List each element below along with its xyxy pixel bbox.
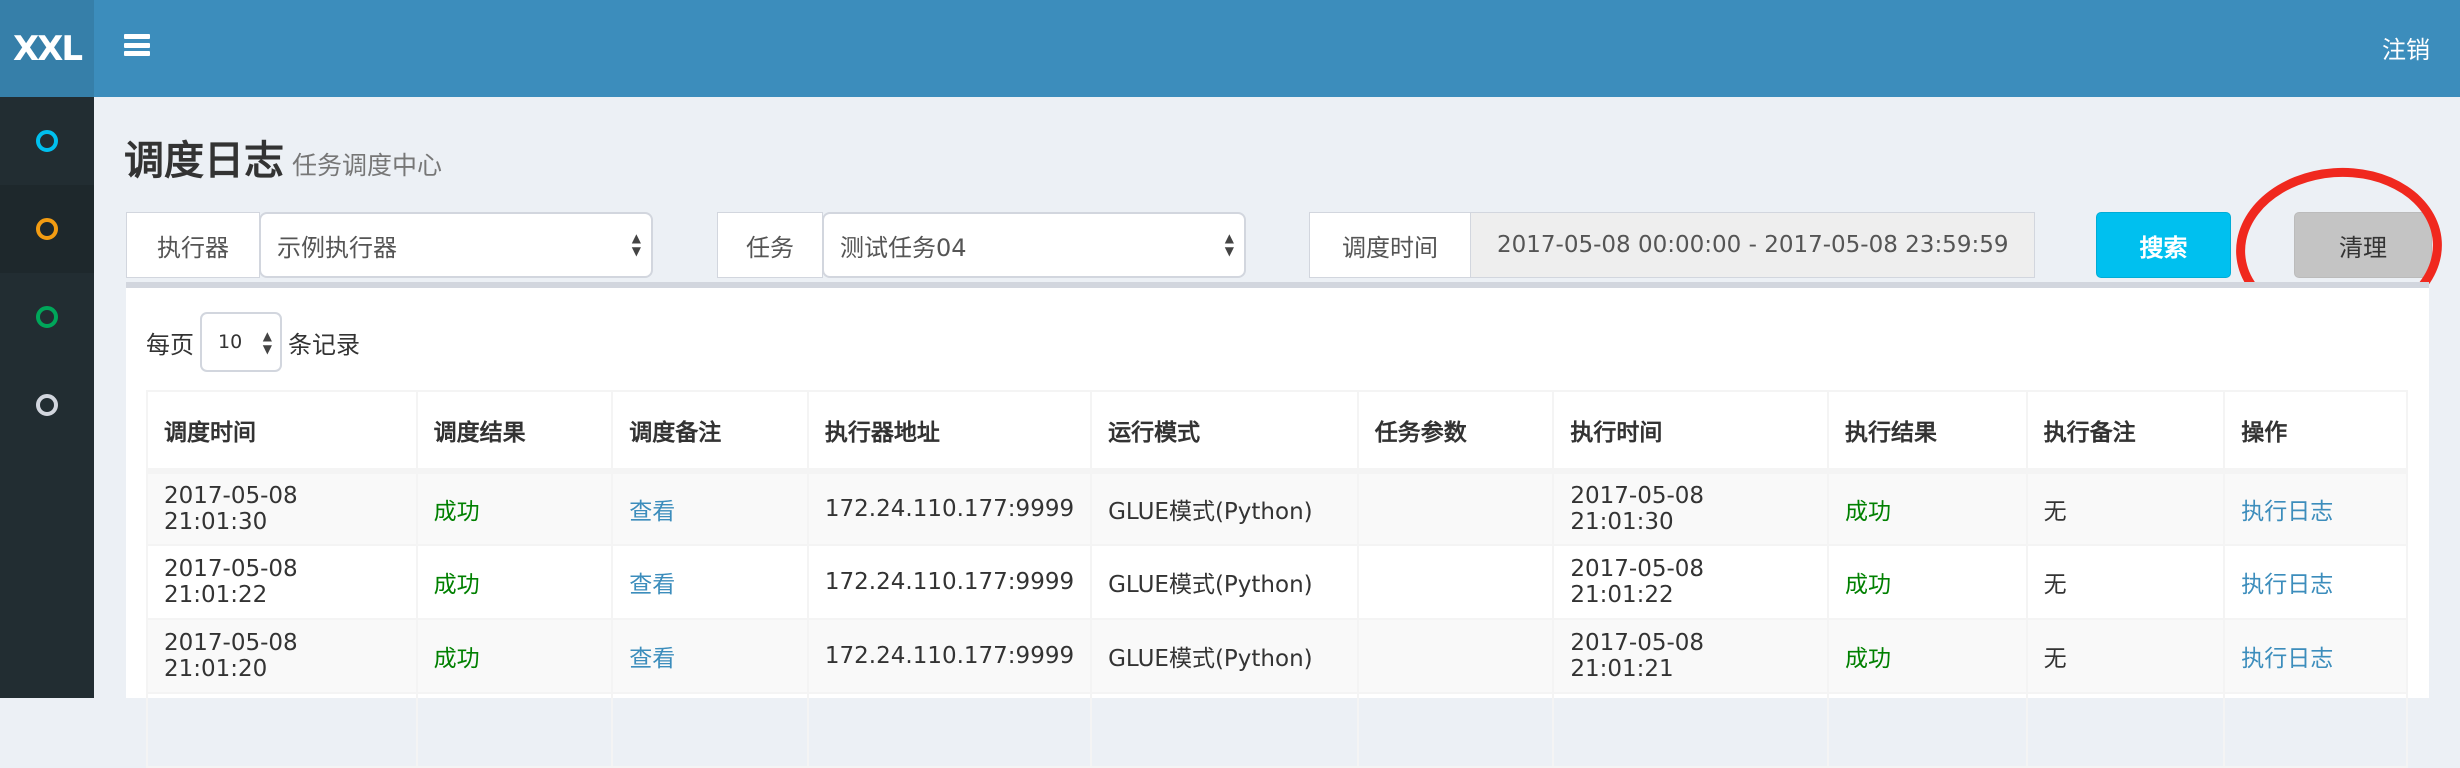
table-row: 2017-05-08 21:01:30 成功 查看 172.24.110.177:99… [146, 470, 2408, 546]
table-cell [1356, 692, 1555, 768]
sidebar-item-3[interactable] [0, 273, 94, 361]
view-remark-link[interactable] [611, 692, 809, 768]
executor-select[interactable]: 示例执行器 ▲ ▼ [259, 212, 653, 278]
table-cell [1552, 692, 1829, 768]
column-header[interactable]: 执行备注 [2025, 390, 2226, 474]
table-cell: 无 [2025, 618, 2226, 694]
status-success: 成功 [1827, 470, 2028, 546]
table-cell: GLUE模式(Python) [1090, 618, 1359, 694]
circle-icon [36, 218, 58, 240]
table-cell: 172.24.110.177:9999 [806, 618, 1093, 694]
table-cell [2025, 692, 2226, 768]
table-cell [1356, 618, 1555, 694]
execution-log-link[interactable]: 执行日志 [2223, 470, 2408, 546]
page-length-value: 10 [218, 331, 243, 353]
page-title: 调度日志 任务调度中心 [124, 128, 442, 186]
execution-log-link[interactable]: 执行日志 [2223, 618, 2408, 694]
status-success: 成功 [415, 618, 614, 694]
select-arrows-icon: ▲ ▼ [631, 231, 641, 258]
table-cell: 无 [2025, 470, 2226, 546]
table-cell: 172.24.110.177:9999 [806, 470, 1093, 546]
log-table: 调度时间 调度结果 调度备注 执行器地址 运行模式 任务参数 执行时间 执行结果 执行备注 操作 … [146, 390, 2408, 768]
select-arrows-icon: ▲ ▼ [1224, 231, 1234, 258]
circle-icon [36, 394, 58, 416]
status-success: 成功 [415, 470, 614, 546]
table-cell: 2017-05-08 21:01:30 [1552, 470, 1829, 546]
circle-icon [36, 130, 58, 152]
sidebar-item-2[interactable] [0, 185, 94, 273]
column-header[interactable]: 运行模式 [1090, 390, 1359, 474]
page-length-suffix: 条记录 [288, 330, 360, 359]
page-subtitle: 任务调度中心 [292, 151, 443, 180]
table-cell: 2017-05-08 21:01:30 [146, 470, 418, 546]
table-cell: GLUE模式(Python) [1090, 470, 1359, 546]
table-cell: GLUE模式(Python) [1090, 544, 1359, 620]
status-success: 成功 [1827, 618, 2028, 694]
column-header[interactable]: 调度结果 [415, 390, 614, 474]
select-arrows-icon: ▲ ▼ [262, 329, 272, 356]
table-cell: 2017-05-08 21:01:21 [1552, 618, 1829, 694]
status-success [1827, 692, 2028, 768]
column-header[interactable]: 执行器地址 [806, 390, 1093, 474]
logo[interactable]: XXL [0, 0, 94, 97]
column-header[interactable]: 操作 [2223, 390, 2408, 474]
clean-button[interactable]: 清理 [2294, 212, 2432, 278]
table-cell [1356, 544, 1555, 620]
page-title-text: 调度日志 [124, 138, 284, 184]
table-cell: 172.24.110.177:9999 [806, 544, 1093, 620]
page-length-prefix: 每页 [146, 330, 194, 359]
sidebar-item-1[interactable] [0, 97, 94, 185]
search-button[interactable]: 搜索 [2096, 212, 2231, 278]
view-remark-link[interactable]: 查看 [611, 544, 809, 620]
table-cell [806, 692, 1093, 768]
table-row: 2017-05-08 21:01:20 成功 查看 172.24.110.177:99… [146, 618, 2408, 694]
executor-value: 示例执行器 [277, 233, 397, 262]
column-header[interactable]: 执行时间 [1552, 390, 1829, 474]
view-remark-link[interactable]: 查看 [611, 618, 809, 694]
time-range-input[interactable]: 2017-05-08 00:00:00 - 2017-05-08 23:59:5… [1470, 212, 2035, 278]
logout-link[interactable]: 注销 [2382, 36, 2430, 64]
table-row [146, 692, 2408, 768]
execution-log-link[interactable]: 执行日志 [2223, 544, 2408, 620]
sidebar [0, 97, 94, 698]
status-success: 成功 [1827, 544, 2028, 620]
top-navbar: 注销 [94, 0, 2460, 97]
status-success [415, 692, 614, 768]
time-label: 调度时间 [1309, 212, 1471, 278]
task-select[interactable]: 测试任务04 ▲ ▼ [822, 212, 1246, 278]
hamburger-menu-icon[interactable] [124, 34, 150, 56]
table-cell: 2017-05-08 21:01:20 [146, 618, 418, 694]
column-header[interactable]: 调度时间 [146, 390, 418, 474]
page-length-control: 每页 10 ▲ ▼ 条记录 [146, 312, 360, 372]
table-cell: 2017-05-08 21:01:22 [146, 544, 418, 620]
table-cell: 2017-05-08 21:01:22 [1552, 544, 1829, 620]
execution-log-link[interactable] [2223, 692, 2408, 768]
view-remark-link[interactable]: 查看 [611, 470, 809, 546]
task-value: 测试任务04 [840, 233, 967, 262]
table-header-row: 调度时间 调度结果 调度备注 执行器地址 运行模式 任务参数 执行时间 执行结果 执行备注 操作 [146, 390, 2408, 474]
task-label: 任务 [717, 212, 823, 278]
page-length-select[interactable]: 10 ▲ ▼ [200, 312, 282, 372]
table-cell [1090, 692, 1359, 768]
circle-icon [36, 306, 58, 328]
executor-label: 执行器 [126, 212, 260, 278]
column-header[interactable]: 执行结果 [1827, 390, 2028, 474]
table-row: 2017-05-08 21:01:22 成功 查看 172.24.110.177:99… [146, 544, 2408, 620]
table-cell [1356, 470, 1555, 546]
table-cell [146, 692, 418, 768]
status-success: 成功 [415, 544, 614, 620]
column-header[interactable]: 任务参数 [1356, 390, 1555, 474]
sidebar-item-4[interactable] [0, 361, 94, 449]
log-table-box: 每页 10 ▲ ▼ 条记录 调度时间 调度结果 调度备注 执行器地址 运行模式 任务参数 执行时… [126, 282, 2429, 768]
column-header[interactable]: 调度备注 [611, 390, 809, 474]
table-cell: 无 [2025, 544, 2226, 620]
